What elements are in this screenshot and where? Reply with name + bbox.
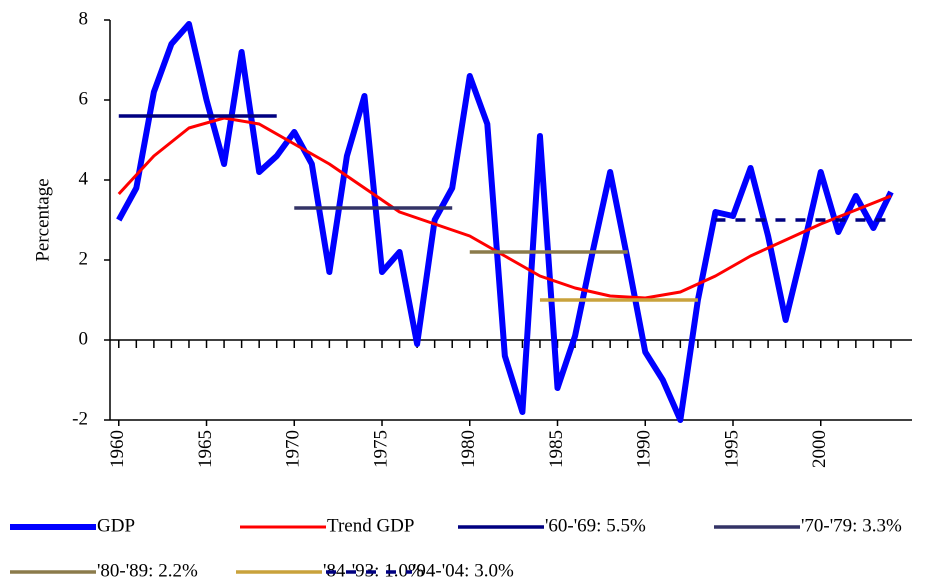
- x-tick-label: 1980: [458, 430, 479, 468]
- y-tick-label: 2: [79, 248, 89, 269]
- x-tick-label: 1965: [195, 430, 216, 468]
- x-tick-label: 1960: [107, 430, 128, 468]
- legend-label: '70-'79: 3.3%: [801, 515, 902, 536]
- x-tick-label: 1970: [283, 430, 304, 468]
- y-tick-label: 0: [79, 328, 89, 349]
- y-tick-label: -2: [72, 408, 88, 429]
- y-tick-label: 4: [79, 168, 89, 189]
- series-line: [116, 21, 894, 423]
- legend-label: '80-'89: 2.2%: [97, 560, 198, 581]
- y-axis-label: Percentage: [32, 178, 53, 261]
- legend-label: '94-'04: 3.0%: [413, 560, 514, 581]
- y-tick-label: 8: [79, 8, 89, 29]
- legend-label: GDP: [97, 515, 135, 536]
- legend-label: '60-'69: 5.5%: [545, 515, 646, 536]
- x-tick-label: 2000: [809, 430, 830, 468]
- x-tick-label: 1975: [370, 430, 391, 468]
- x-tick-label: 1990: [634, 430, 655, 468]
- legend-label: Trend GDP: [327, 515, 414, 536]
- y-tick-label: 6: [79, 88, 89, 109]
- x-tick-label: 1995: [721, 430, 742, 468]
- x-tick-label: 1985: [546, 430, 567, 468]
- series-line: [117, 116, 892, 300]
